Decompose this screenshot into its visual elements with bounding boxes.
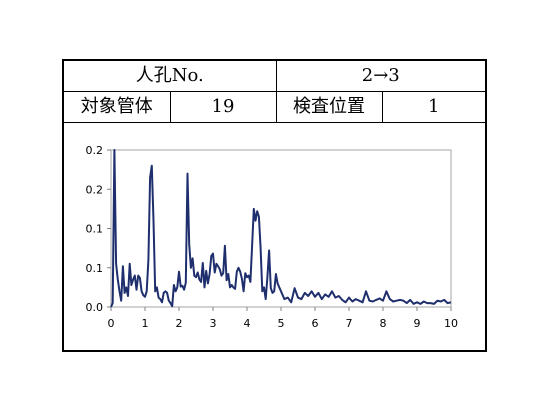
- manhole-value: 2→3: [275, 61, 485, 92]
- info-table: 人孔No. 2→3 対象管体 19 検査位置 1: [64, 61, 485, 123]
- pipe-value: 19: [169, 91, 277, 123]
- manhole-label: 人孔No.: [64, 61, 277, 92]
- x-tick-label: 8: [380, 317, 387, 330]
- x-tick-label: 7: [346, 317, 353, 330]
- x-tick-label: 10: [444, 317, 458, 330]
- y-tick-label: 0.2: [86, 144, 104, 157]
- series-line: [110, 149, 452, 308]
- y-tick-label: 0.2: [86, 183, 104, 196]
- x-tick-label: 2: [176, 317, 183, 330]
- x-tick-label: 6: [312, 317, 319, 330]
- x-tick-label: 4: [244, 317, 251, 330]
- x-tick-label: 5: [278, 317, 285, 330]
- x-tick-label: 0: [108, 317, 115, 330]
- x-tick-label: 3: [210, 317, 217, 330]
- info-row-pipe: 対象管体 19 検査位置 1: [64, 91, 485, 123]
- position-label: 検査位置: [275, 91, 383, 123]
- y-tick-label: 0.1: [86, 262, 104, 275]
- x-tick-label: 9: [414, 317, 421, 330]
- position-value: 1: [381, 91, 485, 123]
- x-tick-label: 1: [142, 317, 149, 330]
- info-row-manhole: 人孔No. 2→3: [64, 61, 485, 92]
- plot-area: [110, 149, 452, 308]
- report-frame: 人孔No. 2→3 対象管体 19 検査位置 1: [62, 59, 487, 352]
- y-tick-label: 0.0: [86, 301, 104, 314]
- y-tick-label: 0.1: [86, 223, 104, 236]
